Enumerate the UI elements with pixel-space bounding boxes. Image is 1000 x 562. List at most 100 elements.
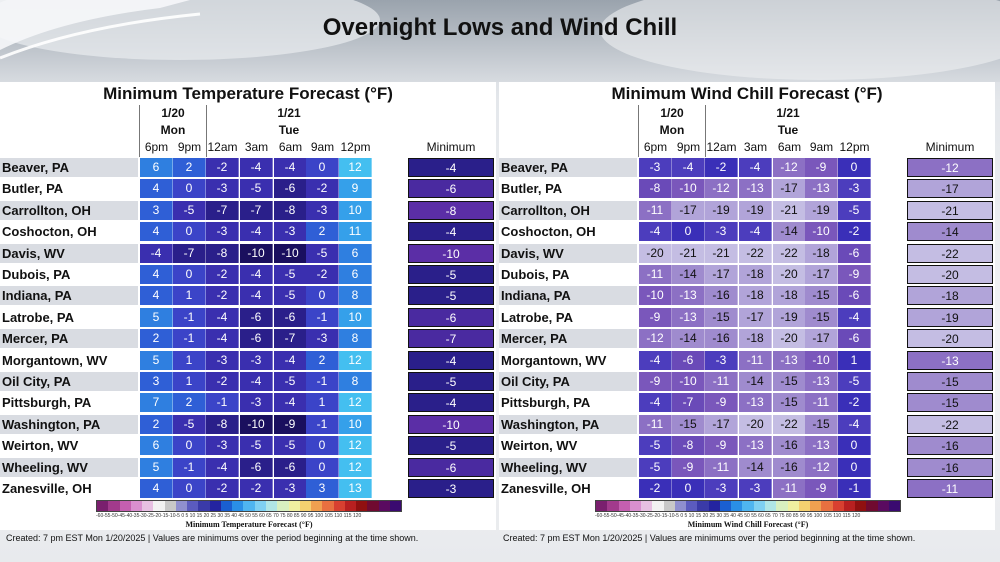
legend-swatch [164, 501, 176, 511]
chill-city-label: Mercer, PA [501, 331, 568, 347]
temp-value-cell: 9 [339, 179, 372, 199]
chill-value-cell: -20 [773, 329, 806, 349]
chill-value-cell: -3 [705, 350, 738, 370]
temp-value-cell: -10 [274, 243, 307, 263]
chill-value-cell: -17 [672, 200, 705, 220]
chill-row-stripe [499, 286, 637, 306]
chill-value-cell: -14 [739, 372, 772, 391]
legend-swatch [719, 501, 732, 511]
chill-value-cell: -17 [805, 265, 838, 284]
temp-row-stripe [0, 158, 138, 177]
temp-value-cell: -6 [274, 179, 307, 199]
chill-time-header: 6am [777, 140, 802, 154]
temp-value-cell: 7 [140, 393, 173, 413]
temp-value-cell: 1 [173, 350, 206, 370]
chill-value-cell: -16 [705, 286, 738, 306]
temp-value-cell: -6 [274, 307, 307, 327]
chill-value-cell: -1 [838, 479, 871, 498]
temp-value-cell: 6 [339, 265, 372, 284]
legend-swatch [776, 501, 788, 511]
chill-day1: Mon [659, 123, 685, 137]
legend-swatch [265, 501, 278, 511]
legend-swatch [254, 501, 266, 511]
chill-legend-label: Minimum Wind Chill Forecast (°F) [687, 520, 809, 529]
temp-value-cell: -5 [173, 200, 206, 220]
chill-separator [705, 105, 706, 157]
chill-value-cell: -4 [639, 393, 672, 413]
temp-value-cell: -5 [240, 436, 273, 456]
chill-value-cell: -11 [639, 414, 672, 434]
temp-value-cell: -7 [206, 200, 239, 220]
temp-value-cell: -10 [240, 243, 273, 263]
temp-value-cell: 2 [306, 350, 339, 370]
chill-minimum-cell: -13 [907, 350, 993, 370]
legend-swatch [787, 501, 799, 511]
chill-value-cell: -11 [705, 457, 738, 477]
chill-value-cell: -18 [739, 329, 772, 349]
chill-value-cell: -2 [639, 479, 672, 498]
temp-date1: 1/20 [161, 106, 185, 120]
chill-value-cell: -22 [773, 243, 806, 263]
chill-value-cell: 0 [672, 222, 705, 242]
temp-value-cell: 0 [306, 436, 339, 456]
chill-value-cell: -2 [838, 222, 871, 242]
legend-swatch [378, 501, 390, 511]
chill-city-label: Coshocton, OH [501, 224, 596, 240]
legend-swatch [652, 501, 664, 511]
chill-value-cell: -3 [838, 179, 871, 199]
legend-swatch [277, 501, 289, 511]
temp-value-cell: -2 [306, 265, 339, 284]
chill-value-cell: -17 [705, 265, 738, 284]
temp-value-cell: 4 [140, 479, 173, 498]
chill-value-cell: -12 [639, 329, 672, 349]
chill-value-cell: -7 [672, 393, 705, 413]
temp-value-cell: 4 [140, 265, 173, 284]
temp-value-cell: 4 [140, 222, 173, 242]
temp-row-stripe [0, 286, 138, 306]
temp-value-cell: -2 [206, 372, 239, 391]
chill-row-stripe [499, 372, 637, 391]
wind-chill-footnote: Created: 7 pm EST Mon 1/20/2025 | Values… [503, 533, 916, 543]
legend-swatch [108, 501, 120, 511]
chill-value-cell: -16 [773, 457, 806, 477]
chill-minimum-cell: -16 [907, 436, 993, 456]
temp-value-cell: 0 [173, 479, 206, 498]
chill-value-cell: -8 [639, 179, 672, 199]
temp-row-stripe [0, 243, 138, 263]
temp-value-cell: -1 [306, 307, 339, 327]
chill-time-header: 12pm [839, 140, 870, 154]
temp-value-cell: -3 [240, 350, 273, 370]
chill-legend-bar [595, 500, 901, 512]
legend-swatch [843, 501, 856, 511]
chill-row-stripe [499, 158, 637, 177]
temp-time-header: 12pm [340, 140, 371, 154]
temp-value-cell: 12 [339, 393, 372, 413]
chill-separator [638, 105, 639, 157]
chill-value-cell: -8 [672, 436, 705, 456]
chill-value-cell: -11 [639, 265, 672, 284]
legend-swatch [311, 501, 323, 511]
temp-value-cell: -3 [306, 200, 339, 220]
legend-swatch [142, 501, 154, 511]
legend-swatch [877, 501, 889, 511]
chill-value-cell: -15 [705, 307, 738, 327]
chill-city-label: Washington, PA [501, 416, 600, 432]
legend-swatch [175, 501, 188, 511]
wind-chill-panel: Minimum Wind Chill Forecast (°F) [499, 82, 995, 530]
chill-value-cell: -11 [705, 372, 738, 391]
temp-minimum-cell: -6 [408, 457, 494, 477]
chill-city-label: Morgantown, WV [501, 352, 607, 368]
temp-value-cell: 5 [140, 457, 173, 477]
legend-swatch [742, 501, 754, 511]
chill-day2: Tue [777, 123, 799, 137]
legend-swatch [810, 501, 822, 511]
temp-value-cell: 13 [339, 479, 372, 498]
temp-separator [206, 105, 207, 157]
chill-value-cell: -17 [739, 307, 772, 327]
chill-value-cell: -12 [773, 158, 806, 177]
chill-value-cell: -15 [805, 286, 838, 306]
legend-swatch [288, 501, 300, 511]
temp-city-label: Indiana, PA [2, 288, 72, 304]
temp-minimum-cell: -10 [408, 414, 494, 434]
chill-value-cell: -19 [705, 200, 738, 220]
